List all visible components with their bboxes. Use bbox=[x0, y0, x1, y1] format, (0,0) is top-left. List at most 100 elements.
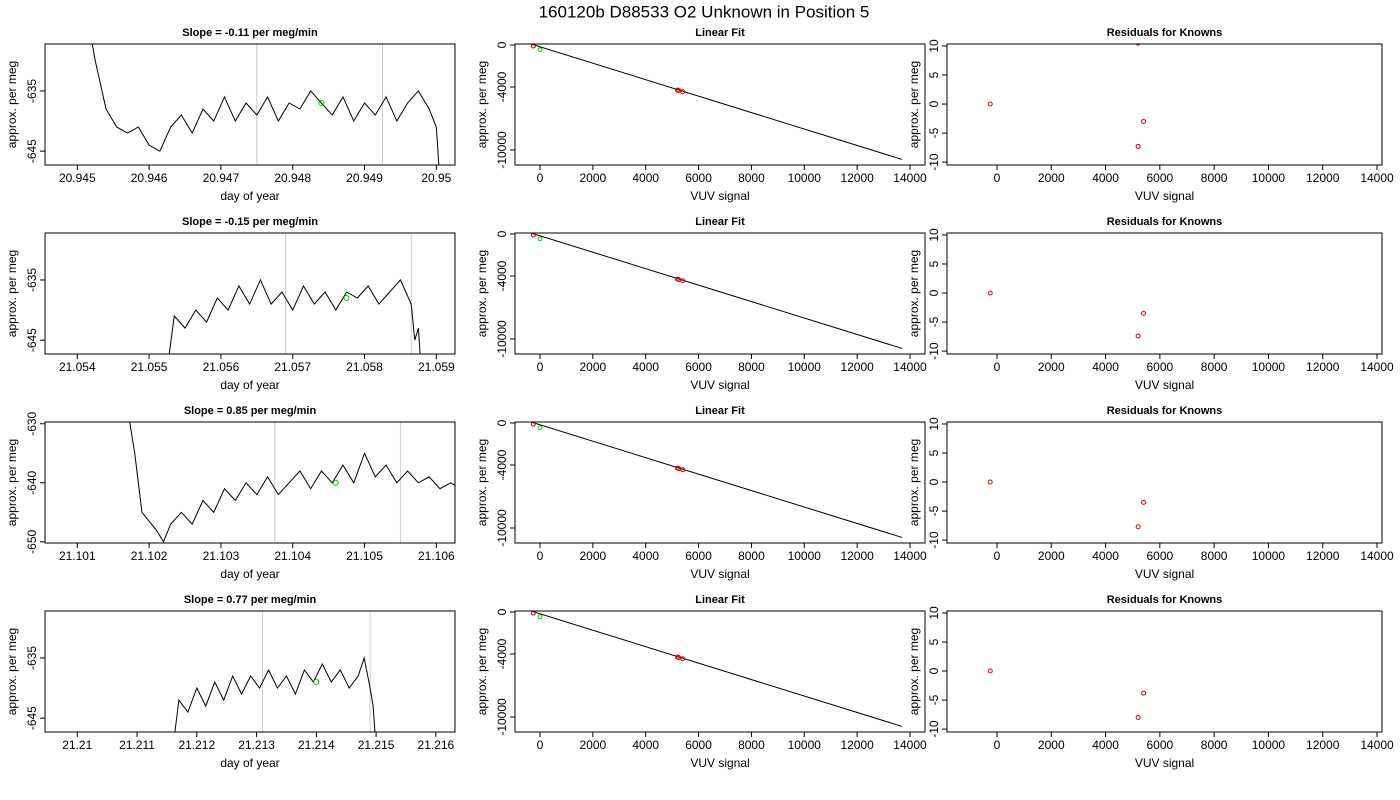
scatter-point bbox=[680, 467, 686, 473]
y-tick-label: -640 bbox=[25, 470, 39, 494]
plot-frame bbox=[514, 421, 926, 544]
x-tick-label: 20.946 bbox=[131, 171, 168, 185]
x-tick-label: 21.215 bbox=[358, 738, 395, 752]
x-tick-label: 14000 bbox=[893, 360, 927, 374]
x-tick-label: 2000 bbox=[1038, 549, 1065, 563]
x-tick-label: 12000 bbox=[840, 738, 874, 752]
panel: Linear Fit VUV signal approx. per meg 0 2000… bbox=[475, 594, 927, 770]
panel: Residuals for Knowns VUV signal approx. pe… bbox=[907, 405, 1394, 581]
x-tick-label: 6000 bbox=[1147, 738, 1174, 752]
y-tick-label: -4000 bbox=[495, 449, 509, 480]
y-axis-label: approx. per meg bbox=[475, 439, 489, 526]
y-tick-label: -10 bbox=[927, 153, 941, 171]
x-tick-label: 21.214 bbox=[298, 738, 335, 752]
y-tick-label: -10 bbox=[927, 531, 941, 549]
y-tick-label: -630 bbox=[25, 411, 39, 435]
scatter-point bbox=[1135, 333, 1141, 339]
y-tick-label: -10 bbox=[927, 720, 941, 738]
x-tick-label: 0 bbox=[994, 549, 1001, 563]
panel-title: Slope = -0.15 per meg/min bbox=[182, 216, 318, 228]
x-tick-label: 21.212 bbox=[178, 738, 215, 752]
plot-area bbox=[987, 44, 1147, 149]
x-tick-label: 20.945 bbox=[59, 171, 96, 185]
data-line bbox=[129, 422, 455, 543]
x-tick-label: 14000 bbox=[893, 549, 927, 563]
panel: Residuals for Knowns VUV signal approx. pe… bbox=[907, 216, 1394, 392]
y-axis-label: approx. per meg bbox=[5, 250, 19, 337]
y-axis-label: approx. per meg bbox=[907, 439, 921, 526]
x-tick-label: 14000 bbox=[1360, 738, 1394, 752]
plot-frame bbox=[946, 232, 1383, 355]
scatter-point bbox=[1141, 118, 1147, 124]
panel-title: Slope = -0.11 per meg/min bbox=[182, 27, 318, 39]
y-tick-label: 0 bbox=[927, 100, 941, 107]
scatter-point bbox=[680, 89, 686, 95]
y-axis-label: approx. per meg bbox=[5, 628, 19, 715]
x-tick-label: 14000 bbox=[1360, 549, 1394, 563]
y-axis-label: approx. per meg bbox=[475, 628, 489, 715]
plot-frame bbox=[514, 43, 926, 166]
y-tick-label: 5 bbox=[927, 260, 941, 267]
y-axis-label: approx. per meg bbox=[475, 61, 489, 148]
y-tick-label: 5 bbox=[927, 449, 941, 456]
fit-line bbox=[529, 422, 903, 538]
y-tick-label: 0 bbox=[495, 41, 509, 48]
panel: Slope = -0.11 per meg/min day of year appr… bbox=[5, 27, 456, 203]
x-tick-label: 10000 bbox=[1252, 360, 1286, 374]
x-tick-label: 8000 bbox=[1201, 549, 1228, 563]
y-axis-label: approx. per meg bbox=[475, 250, 489, 337]
y-tick-label: -5 bbox=[927, 316, 941, 327]
plot-area bbox=[174, 611, 376, 732]
plot-frame bbox=[946, 43, 1383, 166]
y-tick-label: -645 bbox=[25, 328, 39, 352]
y-tick-label: -650 bbox=[25, 529, 39, 553]
y-tick-label: -4000 bbox=[495, 260, 509, 291]
x-axis-label: VUV signal bbox=[1135, 756, 1194, 770]
x-axis-label: VUV signal bbox=[1135, 378, 1194, 392]
x-axis-label: day of year bbox=[220, 378, 279, 392]
y-tick-label: 0 bbox=[927, 478, 941, 485]
y-tick-label: -635 bbox=[25, 268, 39, 292]
y-tick-label: 0 bbox=[495, 608, 509, 615]
x-tick-label: 10000 bbox=[1252, 171, 1286, 185]
scatter-point bbox=[537, 425, 543, 431]
figure-title: 160120b D88533 O2 Unknown in Position 5 bbox=[539, 2, 870, 21]
plot-area bbox=[91, 44, 440, 165]
scatter-point bbox=[1135, 714, 1141, 720]
x-axis-label: day of year bbox=[220, 567, 279, 581]
panel: Slope = -0.15 per meg/min day of year appr… bbox=[5, 216, 456, 392]
x-tick-label: 4000 bbox=[1092, 360, 1119, 374]
scatter-point bbox=[537, 47, 543, 53]
panel: Linear Fit VUV signal approx. per meg 0 2000… bbox=[475, 216, 927, 392]
scatter-point bbox=[537, 236, 543, 242]
y-axis-label: approx. per meg bbox=[907, 61, 921, 148]
y-tick-label: 10 bbox=[927, 39, 941, 53]
marker-point bbox=[332, 479, 339, 486]
x-tick-label: 10000 bbox=[788, 549, 822, 563]
y-axis-label: approx. per meg bbox=[5, 61, 19, 148]
x-tick-label: 12000 bbox=[840, 171, 874, 185]
x-tick-label: 21.21 bbox=[62, 738, 92, 752]
x-tick-label: 8000 bbox=[738, 738, 765, 752]
marker-point bbox=[318, 99, 325, 106]
y-axis-label: approx. per meg bbox=[907, 628, 921, 715]
x-tick-label: 14000 bbox=[893, 171, 927, 185]
x-tick-label: 2000 bbox=[580, 738, 607, 752]
panel-title: Residuals for Knowns bbox=[1107, 216, 1223, 228]
panel: Slope = 0.85 per meg/min day of year appro… bbox=[5, 405, 456, 581]
x-tick-label: 2000 bbox=[1038, 171, 1065, 185]
x-tick-label: 21.056 bbox=[203, 360, 240, 374]
panel: Linear Fit VUV signal approx. per meg 0 2000… bbox=[475, 405, 927, 581]
plot-frame bbox=[44, 232, 456, 355]
x-tick-label: 21.103 bbox=[203, 549, 240, 563]
x-tick-label: 2000 bbox=[580, 171, 607, 185]
scatter-point bbox=[1135, 44, 1141, 46]
plot-area bbox=[987, 290, 1147, 339]
plot-frame bbox=[946, 421, 1383, 544]
x-tick-label: 0 bbox=[994, 738, 1001, 752]
data-line bbox=[91, 44, 440, 165]
scatter-point bbox=[1135, 524, 1141, 530]
x-tick-label: 0 bbox=[994, 360, 1001, 374]
x-tick-label: 6000 bbox=[685, 549, 712, 563]
x-tick-label: 4000 bbox=[632, 738, 659, 752]
